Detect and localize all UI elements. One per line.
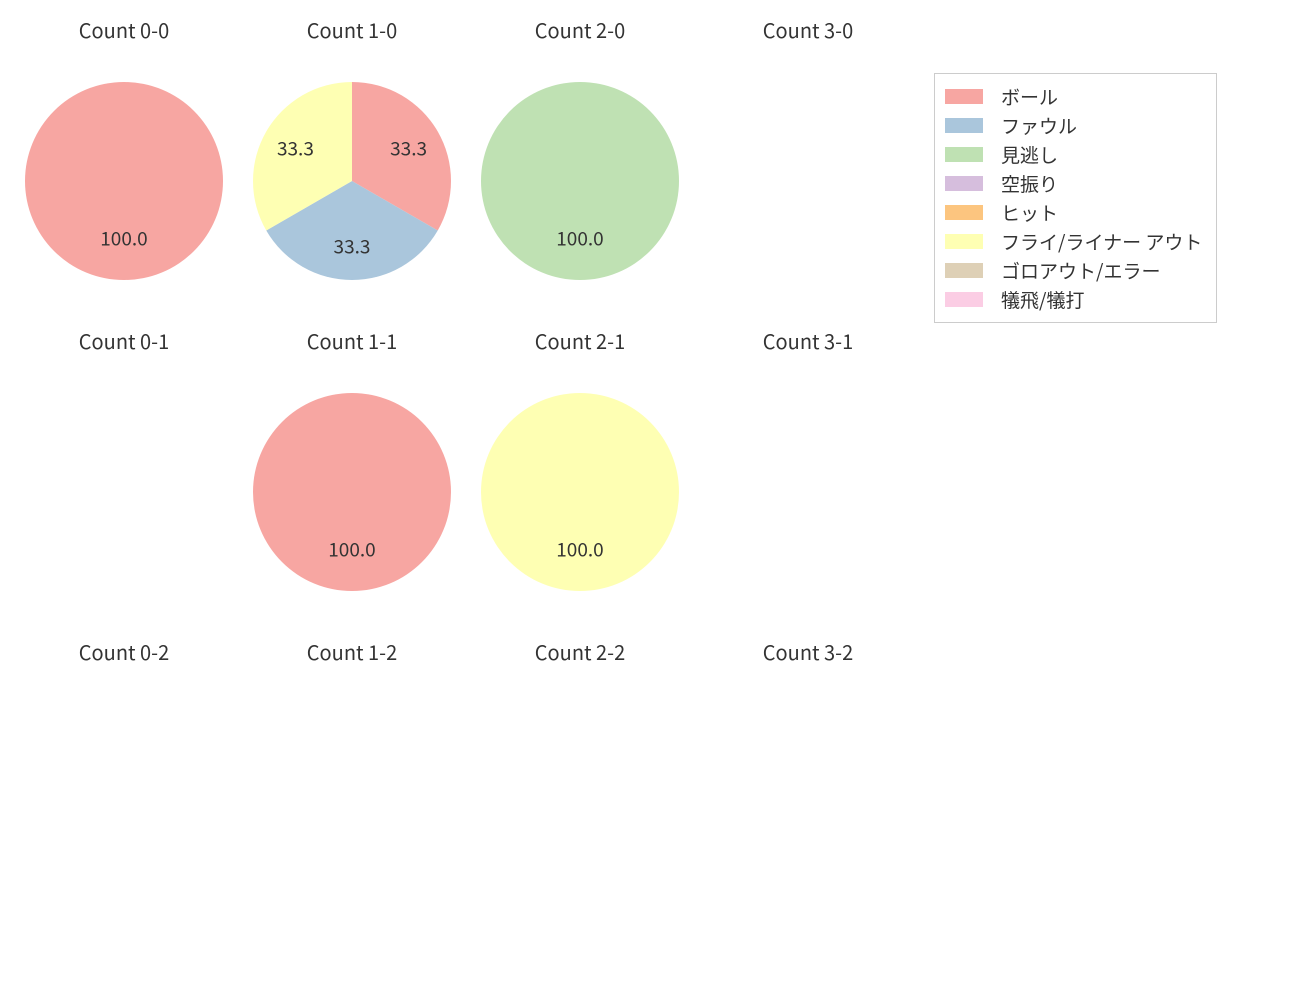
pie-title: Count 3-1 bbox=[694, 326, 922, 355]
pie-cell-c11: Count 1-1 100.0 bbox=[238, 326, 466, 591]
pie-title: Count 0-2 bbox=[10, 637, 238, 666]
pie-title: Count 2-2 bbox=[466, 637, 694, 666]
chart-canvas: Count 0-0100.0Count 1-033.333.333.3Count… bbox=[0, 0, 1300, 1000]
legend-item-swinging: 空振り bbox=[945, 169, 1202, 198]
pie-title: Count 2-1 bbox=[466, 326, 694, 355]
pie-value-label: 100.0 bbox=[328, 536, 375, 563]
pie-value-label: 33.3 bbox=[277, 135, 314, 162]
legend-label: フライ/ライナー アウト bbox=[1001, 228, 1202, 255]
pie-cell-c10: Count 1-0 33.3 33.3 33.3 bbox=[238, 15, 466, 280]
legend-label: ヒット bbox=[1001, 199, 1058, 226]
pie-value-label: 100.0 bbox=[556, 536, 603, 563]
legend-swatch bbox=[945, 176, 983, 191]
pie-value-label: 100.0 bbox=[556, 225, 603, 252]
pie-value-label: 100.0 bbox=[100, 225, 147, 252]
pie-cell-c31: Count 3-1 bbox=[694, 326, 922, 393]
legend-swatch bbox=[945, 147, 983, 162]
pie-cell-c22: Count 2-2 bbox=[466, 637, 694, 704]
legend-label: ファウル bbox=[1001, 112, 1077, 139]
legend-item-foul: ファウル bbox=[945, 111, 1202, 140]
pie-value-label: 33.3 bbox=[390, 135, 427, 162]
legend-swatch bbox=[945, 205, 983, 220]
legend-swatch bbox=[945, 292, 983, 307]
pie-title: Count 1-1 bbox=[238, 326, 466, 355]
legend-swatch bbox=[945, 234, 983, 249]
pie-cell-c20: Count 2-0 100.0 bbox=[466, 15, 694, 280]
pie-cell-c12: Count 1-2 bbox=[238, 637, 466, 704]
pie-chart: 100.0 bbox=[481, 82, 679, 280]
legend-label: ゴロアウト/エラー bbox=[1001, 257, 1160, 284]
pie-title: Count 1-2 bbox=[238, 637, 466, 666]
pie-cell-c21: Count 2-1 100.0 bbox=[466, 326, 694, 591]
legend-swatch bbox=[945, 89, 983, 104]
legend-item-hit: ヒット bbox=[945, 198, 1202, 227]
legend-item-looking: 見逃し bbox=[945, 140, 1202, 169]
pie-title: Count 3-2 bbox=[694, 637, 922, 666]
legend-label: 見逃し bbox=[1001, 141, 1058, 168]
pie-chart: 100.0 bbox=[481, 393, 679, 591]
pie-value-label: 33.3 bbox=[334, 233, 371, 260]
pie-cell-c01: Count 0-1 bbox=[10, 326, 238, 393]
legend-swatch bbox=[945, 263, 983, 278]
pie-title: Count 1-0 bbox=[238, 15, 466, 44]
legend-label: 空振り bbox=[1001, 170, 1058, 197]
legend-swatch bbox=[945, 118, 983, 133]
pie-chart: 100.0 bbox=[25, 82, 223, 280]
pie-cell-c32: Count 3-2 bbox=[694, 637, 922, 704]
pie-cell-c00: Count 0-0 100.0 bbox=[10, 15, 238, 280]
pie-title: Count 2-0 bbox=[466, 15, 694, 44]
legend-item-flyout: フライ/ライナー アウト bbox=[945, 227, 1202, 256]
pie-title: Count 0-1 bbox=[10, 326, 238, 355]
pie-chart: 33.3 33.3 33.3 bbox=[253, 82, 451, 280]
legend-item-ball: ボール bbox=[945, 82, 1202, 111]
legend: ボールファウル見逃し空振りヒットフライ/ライナー アウトゴロアウト/エラー犠飛/… bbox=[934, 73, 1217, 323]
pie-title: Count 3-0 bbox=[694, 15, 922, 44]
pie-title: Count 0-0 bbox=[10, 15, 238, 44]
pie-cell-c30: Count 3-0 bbox=[694, 15, 922, 82]
legend-item-sacrifice: 犠飛/犠打 bbox=[945, 285, 1202, 314]
legend-item-groundout: ゴロアウト/エラー bbox=[945, 256, 1202, 285]
legend-label: 犠飛/犠打 bbox=[1001, 286, 1084, 313]
legend-label: ボール bbox=[1001, 83, 1058, 110]
pie-cell-c02: Count 0-2 bbox=[10, 637, 238, 704]
pie-chart: 100.0 bbox=[253, 393, 451, 591]
